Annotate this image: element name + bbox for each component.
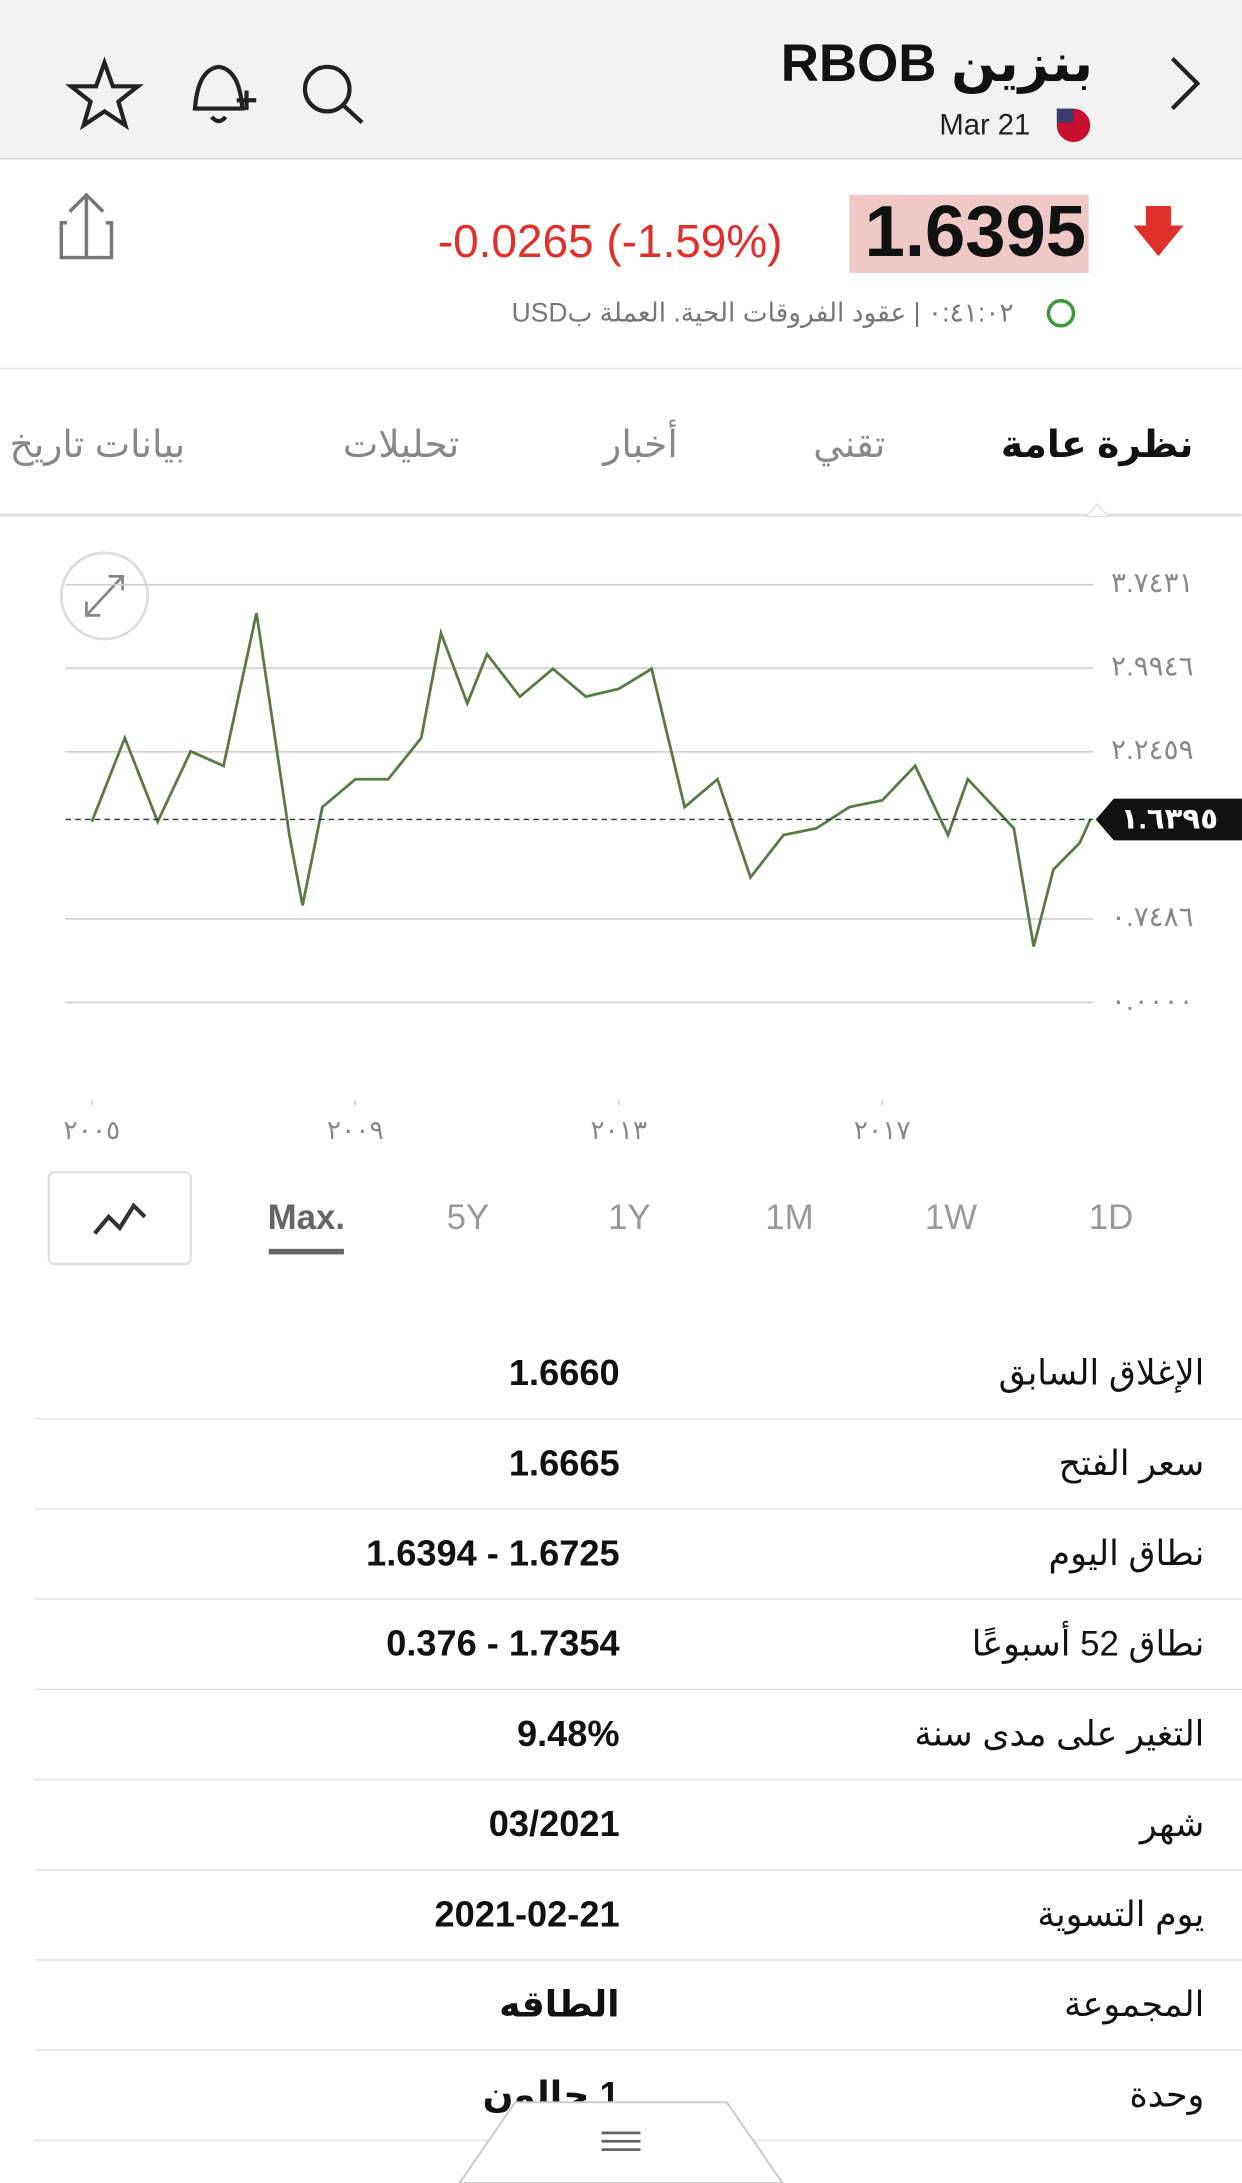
- header-bg: [0, 0, 1242, 159]
- y-tick-label: ٠.٠٠٠٠: [1111, 985, 1193, 1016]
- stat-value: 1.6660: [509, 1352, 620, 1393]
- search-icon-handle: [342, 104, 364, 125]
- tab[interactable]: أخبار: [601, 419, 678, 466]
- search-icon[interactable]: [302, 64, 352, 114]
- stat-label: سعر الفتح: [1059, 1444, 1205, 1484]
- stat-label: نطاق اليوم: [1049, 1534, 1205, 1574]
- range-button[interactable]: 1W: [925, 1198, 977, 1237]
- tab[interactable]: تحليلات: [343, 423, 459, 465]
- range-button[interactable]: 1D: [1089, 1198, 1133, 1237]
- stat-label: وحدة: [1130, 2075, 1205, 2115]
- stat-label: نطاق 52 أسبوعًا: [972, 1620, 1205, 1664]
- expand-icon: [84, 574, 124, 617]
- stat-label: يوم التسوية: [1037, 1895, 1204, 1935]
- divider: [0, 367, 1242, 369]
- last-price: 1.6395: [865, 191, 1086, 272]
- share-button[interactable]: [59, 192, 114, 260]
- handle-icon: [601, 2131, 641, 2151]
- stat-value: الطاقه: [499, 1984, 619, 2025]
- tab-indicator: [1084, 502, 1110, 518]
- quote-meta: ٠:٤١:٠٢ | عقود الفروقات الحية. العملة بU…: [512, 298, 1014, 329]
- x-tick-label: ٢٠٠٥: [63, 1115, 120, 1145]
- tabs-border: [0, 513, 1242, 517]
- clock-icon: [1046, 298, 1076, 328]
- y-tick-label: ٣.٧٤٣١: [1111, 567, 1193, 598]
- chart-type-button[interactable]: [47, 1171, 192, 1266]
- instrument-title: بنزين RBOB: [781, 34, 1093, 94]
- stat-value: 9.48%: [517, 1713, 620, 1754]
- favorite-icon[interactable]: [65, 56, 144, 131]
- tab[interactable]: تقني: [813, 423, 885, 466]
- range-button[interactable]: Max.: [268, 1198, 345, 1237]
- range-button[interactable]: 1Y: [608, 1198, 651, 1237]
- stat-label: المجموعة: [1064, 1985, 1204, 2025]
- back-button[interactable]: [1170, 56, 1201, 111]
- price-highlight: [849, 194, 1089, 273]
- tab[interactable]: نظرة عامة: [1001, 423, 1194, 466]
- y-tick-label: ٠.٧٤٨٦: [1111, 901, 1193, 932]
- price-change: -0.0265 (-1.59%): [438, 215, 783, 267]
- bottom-handle[interactable]: [458, 2101, 784, 2183]
- stat-value: 2021-02-21: [434, 1893, 619, 1934]
- down-arrow: [1133, 206, 1184, 257]
- x-tick-label: ٢٠٠٩: [327, 1115, 384, 1145]
- stat-value: 1.6665: [509, 1442, 620, 1483]
- y-tick-label: ٢.٢٤٥٩: [1111, 734, 1193, 765]
- stat-value: 0.376 - 1.7354: [386, 1623, 619, 1664]
- range-button[interactable]: 1M: [765, 1198, 813, 1237]
- tab[interactable]: بيانات تاريخ: [9, 423, 185, 467]
- us-flag-canton: [1056, 108, 1074, 123]
- range-underline: [268, 1248, 344, 1255]
- stat-label: شهر: [1138, 1805, 1204, 1845]
- chart-type-icon: [93, 1202, 147, 1235]
- stat-label: الإغلاق السابق: [999, 1354, 1205, 1394]
- range-button[interactable]: 5Y: [447, 1198, 490, 1237]
- x-tick-label: ٢٠١٧: [854, 1115, 911, 1145]
- stat-value: 1.6394 - 1.6725: [366, 1533, 620, 1574]
- stat-label: التغير على مدى سنة: [914, 1715, 1204, 1755]
- x-tick-label: ٢٠١٣: [590, 1115, 647, 1145]
- expiry-date: Mar 21: [939, 109, 1030, 141]
- current-price-label: ١.٦٣٩٥: [1121, 804, 1218, 836]
- price-line: [90, 612, 1092, 947]
- stat-value: 03/2021: [489, 1803, 620, 1844]
- y-tick-label: ٢.٩٩٤٦: [1111, 651, 1193, 682]
- current-price-tag: [1095, 798, 1242, 841]
- alert-icon[interactable]: [192, 64, 257, 124]
